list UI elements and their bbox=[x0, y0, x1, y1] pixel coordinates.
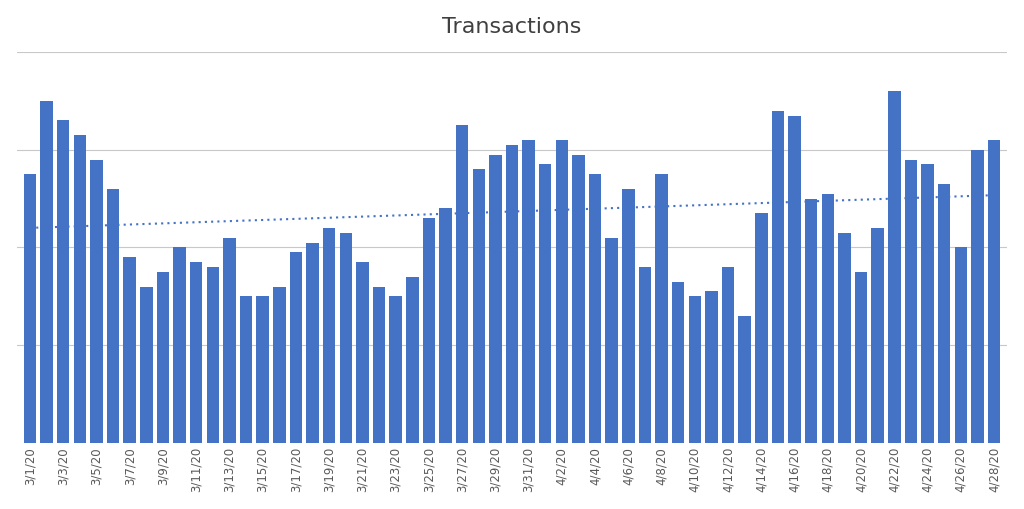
Bar bbox=[855, 272, 867, 443]
Bar bbox=[407, 277, 419, 443]
Bar bbox=[938, 184, 950, 443]
Bar bbox=[706, 292, 718, 443]
Bar bbox=[40, 101, 53, 443]
Bar bbox=[189, 262, 203, 443]
Bar bbox=[639, 267, 651, 443]
Bar bbox=[722, 267, 734, 443]
Bar bbox=[207, 267, 219, 443]
Bar bbox=[157, 272, 169, 443]
Bar bbox=[788, 116, 801, 443]
Bar bbox=[306, 243, 318, 443]
Bar bbox=[738, 316, 751, 443]
Bar bbox=[922, 164, 934, 443]
Bar bbox=[489, 155, 502, 443]
Title: Transactions: Transactions bbox=[442, 17, 582, 37]
Bar bbox=[954, 247, 967, 443]
Bar bbox=[472, 169, 485, 443]
Bar bbox=[522, 140, 535, 443]
Bar bbox=[223, 238, 236, 443]
Bar bbox=[106, 189, 120, 443]
Bar bbox=[805, 199, 817, 443]
Bar bbox=[839, 233, 851, 443]
Bar bbox=[821, 194, 835, 443]
Bar bbox=[24, 174, 36, 443]
Bar bbox=[506, 145, 518, 443]
Bar bbox=[423, 218, 435, 443]
Bar bbox=[772, 111, 784, 443]
Bar bbox=[655, 174, 668, 443]
Bar bbox=[140, 287, 153, 443]
Bar bbox=[556, 140, 568, 443]
Bar bbox=[871, 228, 884, 443]
Bar bbox=[173, 247, 185, 443]
Bar bbox=[988, 140, 1000, 443]
Bar bbox=[124, 257, 136, 443]
Bar bbox=[439, 208, 452, 443]
Bar bbox=[356, 262, 369, 443]
Bar bbox=[323, 228, 336, 443]
Bar bbox=[340, 233, 352, 443]
Bar bbox=[57, 121, 70, 443]
Bar bbox=[389, 296, 401, 443]
Bar bbox=[90, 159, 102, 443]
Bar bbox=[904, 159, 918, 443]
Bar bbox=[605, 238, 617, 443]
Bar bbox=[74, 135, 86, 443]
Bar bbox=[290, 252, 302, 443]
Bar bbox=[623, 189, 635, 443]
Bar bbox=[373, 287, 385, 443]
Bar bbox=[539, 164, 552, 443]
Bar bbox=[888, 91, 900, 443]
Bar bbox=[273, 287, 286, 443]
Bar bbox=[456, 125, 468, 443]
Bar bbox=[971, 150, 984, 443]
Bar bbox=[688, 296, 701, 443]
Bar bbox=[589, 174, 601, 443]
Bar bbox=[256, 296, 269, 443]
Bar bbox=[755, 213, 768, 443]
Bar bbox=[240, 296, 252, 443]
Bar bbox=[572, 155, 585, 443]
Bar bbox=[672, 281, 684, 443]
